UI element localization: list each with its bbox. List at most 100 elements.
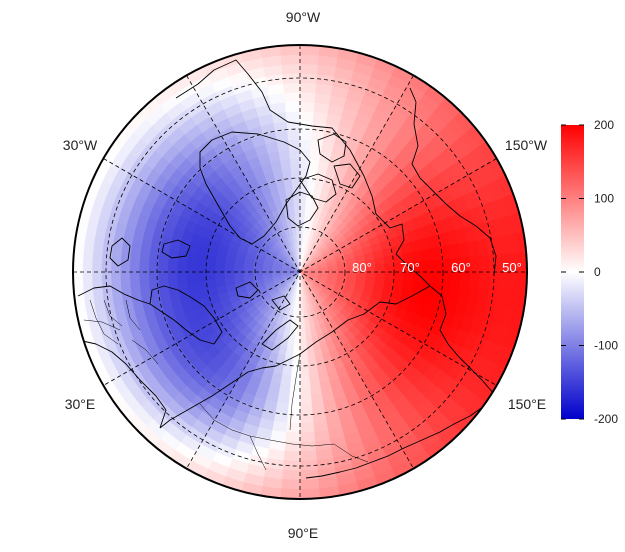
field-cell bbox=[167, 260, 178, 273]
field-cell bbox=[299, 469, 319, 481]
field-cell bbox=[288, 139, 301, 150]
field-cell bbox=[283, 82, 301, 94]
field-cell bbox=[293, 196, 301, 207]
field-cell bbox=[157, 259, 169, 273]
field-cell bbox=[275, 402, 289, 414]
field-cell bbox=[129, 256, 141, 273]
colorbar-tick-label: -100 bbox=[594, 339, 618, 353]
field-cell bbox=[384, 271, 395, 281]
field-cell bbox=[299, 186, 308, 197]
field-cell bbox=[287, 403, 301, 415]
field-cell bbox=[282, 460, 301, 471]
field-cell bbox=[129, 271, 141, 288]
field-cell bbox=[420, 282, 433, 296]
field-cell bbox=[186, 271, 197, 283]
field-cell bbox=[157, 271, 169, 285]
field-cell bbox=[281, 168, 293, 180]
field-cell bbox=[91, 253, 103, 273]
coast-east-asia bbox=[305, 393, 495, 479]
graticule bbox=[73, 45, 527, 499]
field-cell bbox=[280, 54, 301, 66]
field-cell bbox=[299, 73, 318, 84]
borders-europe bbox=[83, 299, 159, 365]
coast-canada-arch-2 bbox=[299, 173, 337, 203]
field-cell bbox=[299, 148, 312, 160]
field-cell bbox=[430, 247, 442, 261]
field-cell bbox=[299, 54, 320, 66]
field-cell bbox=[290, 365, 301, 377]
field-cell bbox=[299, 129, 313, 141]
field-cell bbox=[214, 271, 225, 280]
field-cell bbox=[469, 256, 481, 273]
coastlines bbox=[77, 59, 497, 479]
field-cell bbox=[299, 365, 310, 377]
field-cell bbox=[167, 248, 180, 262]
field-cell bbox=[299, 63, 319, 75]
field-cell bbox=[289, 158, 301, 169]
colorbar-tick-label: 200 bbox=[594, 118, 614, 132]
field-cell bbox=[186, 261, 197, 273]
field-cell bbox=[299, 337, 307, 348]
coast-chukotka bbox=[429, 285, 495, 395]
lat-label-80: 80° bbox=[352, 260, 372, 275]
lon-label-30w: 30°W bbox=[63, 137, 98, 153]
field-cell bbox=[214, 278, 226, 288]
field-cell bbox=[299, 441, 316, 453]
field-cell bbox=[196, 279, 208, 291]
field-cell bbox=[299, 82, 317, 94]
coast-alaska bbox=[409, 87, 497, 277]
field-cell bbox=[158, 283, 170, 297]
coast-greenland bbox=[199, 131, 311, 245]
field-cell bbox=[299, 384, 312, 396]
colorbar-tick-label: -200 bbox=[594, 412, 618, 426]
field-cell bbox=[299, 101, 316, 113]
field-cell bbox=[299, 478, 320, 490]
field-cell bbox=[167, 271, 178, 284]
field-cell bbox=[299, 375, 311, 386]
field-cell bbox=[285, 110, 301, 122]
field-cell bbox=[205, 271, 216, 281]
field-cell bbox=[285, 422, 301, 434]
meridian-line bbox=[103, 158, 497, 386]
field-cell bbox=[283, 450, 301, 462]
field-cell bbox=[375, 264, 386, 273]
field-cell bbox=[176, 260, 188, 273]
field-cell bbox=[299, 139, 312, 150]
field-cell bbox=[288, 148, 301, 160]
colorbar: 200 100 0 -100 -200 bbox=[561, 118, 618, 426]
coast-north-america bbox=[175, 59, 431, 287]
lon-label-150w: 150°W bbox=[505, 137, 548, 153]
field-cell bbox=[284, 91, 301, 103]
lon-label-90e-bottom: 90°E bbox=[288, 525, 319, 541]
field-cell bbox=[224, 271, 235, 279]
field-cell bbox=[214, 264, 225, 273]
field-cell bbox=[233, 271, 244, 279]
coast-iceland bbox=[161, 239, 191, 259]
coast-uk bbox=[109, 237, 131, 267]
field-cell bbox=[278, 149, 291, 161]
field-cell bbox=[82, 271, 94, 292]
coast-franz-josef bbox=[271, 295, 291, 311]
field-cell bbox=[309, 383, 322, 395]
field-cell bbox=[138, 257, 150, 273]
field-cell bbox=[176, 271, 188, 284]
field-cell bbox=[299, 356, 309, 367]
field-cell bbox=[299, 328, 307, 339]
field-cell bbox=[430, 283, 442, 297]
lon-label-90w: 90°W bbox=[286, 9, 321, 25]
field-cell bbox=[284, 431, 301, 443]
field-cell bbox=[261, 271, 273, 276]
coast-scandinavia bbox=[149, 285, 223, 345]
field-cell bbox=[374, 256, 386, 266]
lon-label-150e: 150°E bbox=[508, 396, 546, 412]
field-cell bbox=[110, 271, 122, 289]
field-cell bbox=[310, 392, 324, 405]
field-cell bbox=[307, 364, 319, 376]
field-cell bbox=[299, 91, 316, 103]
field-cell bbox=[420, 248, 433, 262]
field-cell bbox=[224, 277, 236, 286]
field-cell bbox=[478, 271, 490, 289]
field-cell bbox=[299, 422, 315, 434]
field-cell bbox=[422, 271, 433, 284]
